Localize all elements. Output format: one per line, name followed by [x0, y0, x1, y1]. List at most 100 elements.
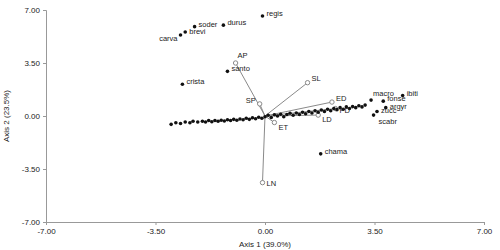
point	[351, 105, 355, 109]
point	[273, 113, 277, 117]
point	[248, 118, 252, 122]
point	[363, 103, 367, 107]
point	[210, 120, 214, 124]
point-label: regis	[266, 9, 283, 18]
point	[207, 119, 211, 123]
y-axis: -7.00 -3.50 0.00 3.50 7.00	[22, 6, 47, 227]
point	[301, 110, 305, 114]
point	[263, 115, 267, 119]
x-tick-mark	[375, 222, 376, 225]
point	[260, 116, 264, 120]
point	[235, 118, 239, 122]
point	[223, 119, 227, 123]
point	[285, 113, 289, 117]
vector-label: ET	[278, 123, 288, 132]
x-tick-mark	[265, 222, 266, 225]
y-tick: -3.50	[22, 165, 46, 174]
point-label: chama	[325, 147, 348, 156]
point	[288, 111, 292, 115]
point	[196, 120, 200, 124]
x-tick-mark	[156, 222, 157, 225]
x-tick: 3.50	[367, 222, 383, 236]
vector-label: PD	[339, 106, 350, 115]
point	[179, 122, 183, 126]
vector-label: LD	[322, 115, 332, 124]
y-tick: -7.00	[22, 218, 46, 227]
x-tick: 7.00	[477, 222, 493, 236]
y-axis-title: Axis 2 (23.5%)	[2, 90, 11, 142]
loading-vector	[265, 83, 308, 116]
point	[229, 119, 233, 123]
point	[335, 108, 339, 112]
x-tick-label: 3.50	[367, 227, 383, 236]
vector-end	[305, 80, 309, 84]
y-tick-mark	[43, 10, 46, 11]
labels: APSLSPEDPDLDETLNbrevicarvasoderdurusregi…	[159, 9, 418, 188]
point	[354, 106, 358, 110]
point	[169, 123, 173, 127]
y-tick-label: 7.00	[24, 6, 40, 15]
point	[238, 117, 242, 121]
point-label: crista	[186, 77, 205, 86]
point	[266, 113, 270, 117]
y-tick-label: -3.50	[22, 165, 41, 174]
point	[179, 33, 183, 37]
point	[244, 116, 248, 120]
point	[226, 118, 230, 122]
point	[257, 115, 261, 119]
point	[360, 105, 364, 109]
point	[357, 104, 361, 108]
chart: -7.00 -3.50 0.00 3.50 7.00 -7.00 -3.50 0.00 3.50…	[0, 0, 500, 250]
x-axis: -7.00 -3.50 0.00 3.50 7.00	[37, 222, 492, 236]
x-tick: 0.00	[258, 222, 274, 236]
plot-area	[169, 14, 404, 185]
point-label: scabr	[379, 117, 398, 126]
point	[276, 114, 280, 118]
point	[316, 110, 320, 114]
point-label: carva	[159, 34, 178, 43]
point	[294, 111, 298, 115]
y-tick: 0.00	[24, 112, 46, 121]
point	[375, 110, 379, 114]
point	[307, 110, 311, 114]
point	[222, 23, 226, 27]
x-tick-label: -3.50	[147, 227, 166, 236]
point	[323, 110, 327, 114]
vector-end	[330, 100, 334, 104]
loading-vector	[262, 116, 265, 183]
point	[304, 112, 308, 116]
point	[188, 121, 192, 125]
point	[261, 14, 265, 18]
point	[181, 82, 185, 86]
point	[183, 30, 187, 34]
point	[381, 99, 385, 103]
vector-label: LN	[266, 179, 276, 188]
point-label: soder	[199, 20, 218, 29]
y-tick-mark	[43, 222, 46, 223]
y-axis-line	[43, 11, 47, 223]
x-tick-label: -7.00	[37, 227, 56, 236]
x-tick-label: 0.00	[258, 227, 274, 236]
point	[372, 113, 376, 117]
point	[183, 120, 187, 124]
y-tick-mark	[43, 63, 46, 64]
point	[254, 117, 258, 121]
y-tick-label: 0.00	[24, 112, 40, 121]
vector-end	[260, 180, 264, 184]
point	[241, 118, 245, 122]
point	[282, 115, 286, 119]
point	[320, 108, 324, 112]
point	[291, 113, 295, 117]
point	[319, 152, 323, 156]
y-tick: 7.00	[24, 6, 46, 15]
vector-end	[272, 120, 276, 124]
point	[216, 120, 220, 124]
point	[310, 111, 314, 115]
point	[201, 120, 205, 124]
point	[298, 113, 302, 117]
y-tick: 3.50	[24, 59, 46, 68]
x-tick-mark	[484, 222, 485, 225]
point-label: ibiti	[407, 89, 419, 98]
point	[219, 118, 223, 122]
point	[226, 70, 230, 74]
